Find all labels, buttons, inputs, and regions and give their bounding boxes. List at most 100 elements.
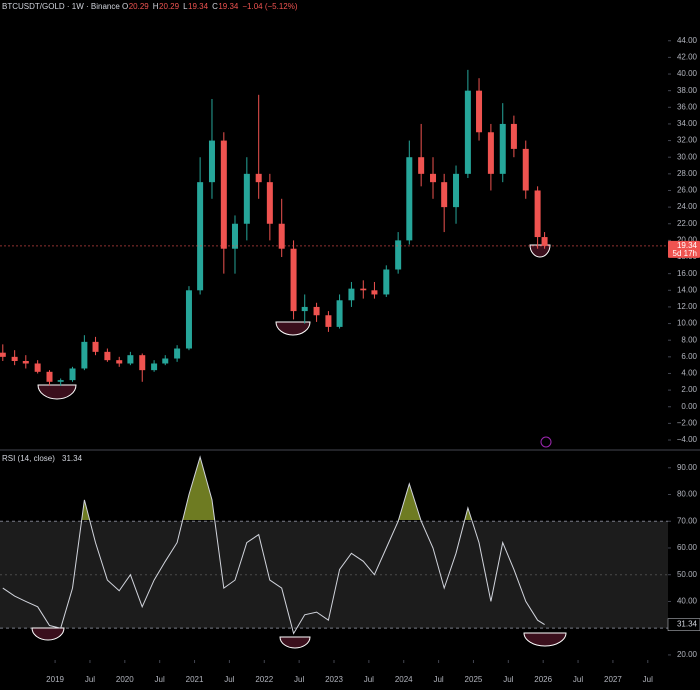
y-tick-label: 8.00 [681, 335, 697, 344]
x-tick-label: 2025 [465, 675, 483, 684]
candle-body [197, 182, 204, 291]
quote-value: 19.34 [188, 2, 209, 11]
y-tick-label: 0.00 [681, 402, 697, 411]
change: −1.04 (−5.12%) [242, 2, 297, 11]
y-tick-label: 30.00 [677, 152, 698, 161]
quote-value: 20.29 [159, 2, 180, 11]
x-tick-label: 2024 [395, 675, 413, 684]
x-tick-label: 2022 [255, 675, 273, 684]
candle-body [499, 123, 506, 174]
y-tick-label: −2.00 [677, 418, 698, 427]
candle-body [383, 269, 390, 295]
y-tick-label: 40.00 [677, 597, 698, 606]
candle-body [430, 173, 437, 183]
y-tick-label: 80.00 [677, 490, 698, 499]
x-tick-label: Jul [433, 675, 443, 684]
x-tick-label: Jul [85, 675, 95, 684]
y-tick-label: 20.00 [677, 650, 698, 659]
y-tick-label: 90.00 [677, 463, 698, 472]
candle-body [313, 306, 320, 316]
x-tick-label: 2020 [116, 675, 134, 684]
candle-body [510, 123, 517, 149]
candle-body [34, 363, 41, 372]
quote-value: 20.29 [129, 2, 150, 11]
candle-body [220, 140, 227, 249]
x-tick-label: Jul [364, 675, 374, 684]
y-tick-label: 6.00 [681, 352, 697, 361]
candle-body [534, 190, 541, 238]
candle-body [348, 288, 355, 301]
y-tick-label: 10.00 [677, 319, 698, 328]
candle-body [301, 306, 308, 312]
candle-body [255, 173, 262, 183]
rsi-title: RSI (14, close) [2, 454, 55, 463]
candle-body [185, 290, 192, 349]
x-tick-label: 2023 [325, 675, 343, 684]
candle-body [464, 90, 471, 174]
candle-body [46, 371, 53, 382]
candle-body [406, 157, 413, 241]
candle-body [243, 173, 250, 224]
arc [523, 632, 567, 647]
candle-body [139, 355, 146, 371]
candle-body [325, 315, 332, 327]
rsi-value-box [667, 618, 700, 631]
last-price-box [668, 240, 700, 258]
candle-body [476, 90, 483, 133]
candle-body [174, 348, 181, 359]
y-tick-label: 70.00 [677, 516, 698, 525]
candle-body [116, 360, 123, 364]
arc [275, 321, 311, 336]
candle-body [127, 355, 134, 364]
x-tick-label: 2027 [604, 675, 622, 684]
y-tick-label: 4.00 [681, 369, 697, 378]
y-tick-label: 50.00 [677, 570, 698, 579]
quote-key: C [212, 2, 218, 11]
event-icon[interactable] [540, 436, 552, 448]
candle-body [453, 173, 460, 208]
y-tick-label: 44.00 [677, 36, 698, 45]
candle-body [336, 300, 343, 327]
y-tick-label: 20.00 [677, 235, 698, 244]
y-tick-label: 42.00 [677, 53, 698, 62]
candle-body [11, 356, 18, 361]
candle-body [487, 132, 494, 174]
rsi-last-value: 31.34 [677, 620, 698, 629]
y-tick-label: 32.00 [677, 136, 698, 145]
x-tick-label: 2021 [186, 675, 204, 684]
y-tick-label: 14.00 [677, 285, 698, 294]
candle-body [278, 223, 285, 249]
rsi-value: 31.34 [62, 454, 83, 463]
y-tick-label: 60.00 [677, 543, 698, 552]
y-tick-label: 28.00 [677, 169, 698, 178]
y-tick-label: 22.00 [677, 219, 698, 228]
quote-value: 19.34 [218, 2, 239, 11]
candle-body [69, 368, 76, 381]
y-tick-label: 2.00 [681, 385, 697, 394]
arc [31, 627, 65, 641]
y-tick-label: 26.00 [677, 186, 698, 195]
y-tick-label: 34.00 [677, 119, 698, 128]
candle-body [22, 360, 29, 364]
quote-key: H [153, 2, 159, 11]
arc [279, 636, 311, 649]
arc [37, 384, 77, 400]
candle-body [81, 341, 88, 369]
quote-key: O [122, 2, 128, 11]
candle-body [541, 237, 548, 246]
candle-body [162, 358, 169, 364]
candle-body [522, 148, 529, 191]
y-tick-label: 12.00 [677, 302, 698, 311]
symbol: BTCUSDT/GOLD · 1W · Binance [2, 2, 120, 11]
quote-key: L [183, 2, 188, 11]
candle-body [151, 363, 158, 371]
countdown: 5d 17h [673, 249, 697, 258]
x-tick-label: 2026 [534, 675, 552, 684]
candle-body [0, 352, 6, 357]
candle-body [92, 341, 99, 352]
candle-body [290, 248, 297, 312]
x-tick-label: 2019 [46, 675, 64, 684]
y-tick-label: 24.00 [677, 202, 698, 211]
x-tick-label: Jul [643, 675, 653, 684]
x-tick-label: Jul [503, 675, 513, 684]
